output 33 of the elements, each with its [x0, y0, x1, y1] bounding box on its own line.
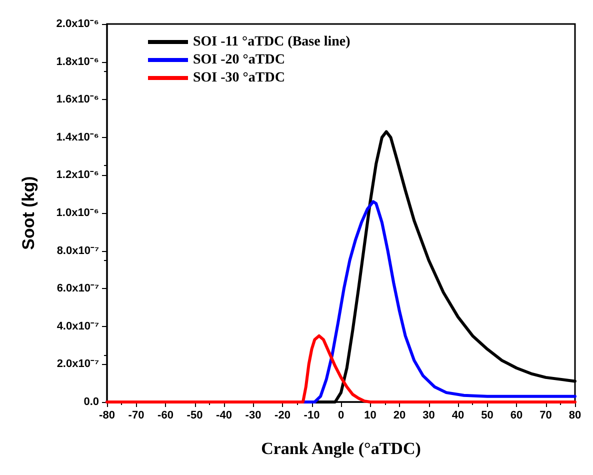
y-tick-label: 4.0x10⁻⁷ — [56, 320, 100, 332]
y-tick-label: 2.0x10⁻⁶ — [56, 18, 99, 30]
y-tick-label: 1.4x10⁻⁶ — [56, 131, 99, 144]
y-tick-label: 1.2x10⁻⁶ — [56, 169, 99, 182]
y-tick-label: 0.0 — [84, 396, 99, 408]
x-tick-label: 10 — [364, 410, 376, 422]
y-tick-label: 8.0x10⁻⁷ — [56, 244, 100, 257]
x-tick-label: -40 — [216, 410, 232, 422]
x-tick-label: -10 — [304, 410, 320, 422]
x-tick-label: 20 — [393, 410, 406, 422]
x-tick-label: 0 — [338, 410, 344, 422]
x-tick-label: 40 — [452, 410, 464, 422]
x-axis-title: Crank Angle (°aTDC) — [261, 439, 421, 458]
x-tick-label: -70 — [128, 410, 144, 422]
x-tick-label: -80 — [99, 410, 115, 422]
y-tick-label: 1.8x10⁻⁶ — [56, 56, 99, 68]
y-tick-label: 6.0x10⁻⁷ — [56, 282, 100, 295]
y-tick-label: 2.0x10⁻⁷ — [56, 358, 100, 370]
legend-label: SOI -30 °aTDC — [193, 70, 285, 86]
y-tick-label: 1.0x10⁻⁶ — [56, 207, 99, 219]
x-tick-label: 30 — [422, 410, 435, 422]
x-tick-label: -60 — [158, 410, 174, 422]
x-tick-label: -20 — [274, 410, 290, 422]
y-axis-title: Soot (kg) — [19, 176, 38, 250]
x-tick-label: 80 — [568, 410, 582, 422]
x-tick-label: 50 — [481, 410, 494, 422]
x-tick-label: -30 — [245, 410, 262, 422]
legend-label: SOI -11 °aTDC (Base line) — [193, 34, 351, 50]
x-tick-label: 70 — [540, 410, 552, 422]
y-tick-label: 1.6x10⁻⁶ — [56, 94, 99, 106]
x-tick-label: -50 — [186, 410, 203, 422]
x-tick-label: 60 — [510, 410, 523, 422]
legend-label: SOI -20 °aTDC — [193, 52, 285, 68]
